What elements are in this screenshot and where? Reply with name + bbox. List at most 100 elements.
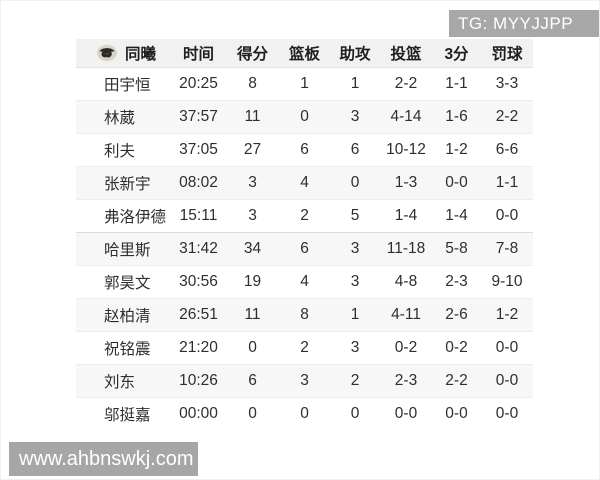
stat-cell: 2-3 [380, 363, 432, 397]
stat-cell: 6-6 [481, 132, 533, 166]
stat-cell: 30:56 [171, 264, 226, 298]
stat-cell: 7-8 [481, 231, 533, 265]
stat-cell: 0 [279, 99, 330, 133]
stat-cell: 0-2 [432, 330, 481, 364]
stat-cell: 27 [226, 132, 279, 166]
player-name-cell: 利夫 [76, 132, 171, 166]
stat-cell: 2-3 [432, 264, 481, 298]
team-logo-icon [96, 44, 118, 62]
stat-cell: 0-0 [481, 363, 533, 397]
col-header-time: 时间 [171, 39, 226, 68]
stat-cell: 0 [330, 396, 380, 430]
stat-cell: 3 [330, 231, 380, 265]
stat-cell: 2-2 [432, 363, 481, 397]
stat-cell: 1-1 [432, 67, 481, 100]
stat-cell: 4-8 [380, 264, 432, 298]
box-score-table: 同曦 时间 得分 篮板 助攻 投篮 3分 罚球 田宇恒 20:25 8 1 1 2-2 1-… [76, 39, 533, 430]
stat-cell: 3 [226, 165, 279, 199]
player-name-cell: 哈里斯 [76, 231, 171, 265]
stat-cell: 1-4 [380, 198, 432, 232]
player-name-cell: 邬挺嘉 [76, 396, 171, 430]
table-row: 赵柏清 26:51 11 8 1 4-11 2-6 1-2 [76, 297, 533, 331]
stat-cell: 4-14 [380, 99, 432, 133]
stat-cell: 6 [226, 363, 279, 397]
stat-cell: 3 [330, 264, 380, 298]
table-header: 同曦 时间 得分 篮板 助攻 投篮 3分 罚球 [76, 39, 533, 68]
stat-cell: 1 [330, 67, 380, 100]
table-row: 弗洛伊德 15:11 3 2 5 1-4 1-4 0-0 [76, 198, 533, 232]
team-header-cell: 同曦 [76, 39, 171, 68]
stat-cell: 31:42 [171, 231, 226, 265]
stat-cell: 1 [279, 67, 330, 100]
col-header-ft: 罚球 [481, 39, 533, 68]
stat-cell: 20:25 [171, 67, 226, 100]
stat-cell: 1-2 [481, 297, 533, 331]
stat-cell: 0-0 [432, 396, 481, 430]
stat-cell: 6 [279, 132, 330, 166]
col-header-assists: 助攻 [330, 39, 380, 68]
stat-cell: 6 [330, 132, 380, 166]
stat-cell: 37:05 [171, 132, 226, 166]
stat-cell: 2 [279, 330, 330, 364]
stat-cell: 1-6 [432, 99, 481, 133]
stat-cell: 10-12 [380, 132, 432, 166]
stat-cell: 0-0 [481, 198, 533, 232]
stat-cell: 4-11 [380, 297, 432, 331]
table-row: 张新宇 08:02 3 4 0 1-3 0-0 1-1 [76, 165, 533, 199]
stat-cell: 0 [226, 330, 279, 364]
stat-cell: 0 [279, 396, 330, 430]
stat-cell: 3 [330, 99, 380, 133]
stat-cell: 3 [330, 330, 380, 364]
player-name-cell: 祝铭震 [76, 330, 171, 364]
stat-cell: 0-2 [380, 330, 432, 364]
stat-cell: 5 [330, 198, 380, 232]
table-row: 郭昊文 30:56 19 4 3 4-8 2-3 9-10 [76, 264, 533, 298]
site-url-watermark: www.ahbnswkj.com [9, 442, 198, 476]
stat-cell: 26:51 [171, 297, 226, 331]
stat-cell: 2-6 [432, 297, 481, 331]
stat-cell: 5-8 [432, 231, 481, 265]
table-row: 田宇恒 20:25 8 1 1 2-2 1-1 3-3 [76, 67, 533, 100]
player-name-cell: 张新宇 [76, 165, 171, 199]
stat-cell: 1-3 [380, 165, 432, 199]
table-row: 祝铭震 21:20 0 2 3 0-2 0-2 0-0 [76, 330, 533, 364]
player-rows: 田宇恒 20:25 8 1 1 2-2 1-1 3-3 林葳 37:57 11 0 3 4-14 1-6 2-… [76, 67, 533, 430]
stat-cell: 10:26 [171, 363, 226, 397]
team-name-label: 同曦 [125, 45, 157, 63]
stat-cell: 2 [330, 363, 380, 397]
stat-cell: 37:57 [171, 99, 226, 133]
stat-cell: 00:00 [171, 396, 226, 430]
stat-cell: 15:11 [171, 198, 226, 232]
stat-cell: 8 [279, 297, 330, 331]
player-name-cell: 弗洛伊德 [76, 198, 171, 232]
stat-cell: 6 [279, 231, 330, 265]
table-row: 哈里斯 31:42 34 6 3 11-18 5-8 7-8 [76, 231, 533, 265]
col-header-rebounds: 篮板 [279, 39, 330, 68]
stat-cell: 2-2 [380, 67, 432, 100]
stat-cell: 3 [279, 363, 330, 397]
stat-cell: 1 [330, 297, 380, 331]
player-name-cell: 郭昊文 [76, 264, 171, 298]
stat-cell: 4 [279, 264, 330, 298]
stat-cell: 8 [226, 67, 279, 100]
stat-cell: 34 [226, 231, 279, 265]
stat-cell: 3 [226, 198, 279, 232]
stat-cell: 4 [279, 165, 330, 199]
stat-cell: 1-2 [432, 132, 481, 166]
stat-cell: 11-18 [380, 231, 432, 265]
table-row: 邬挺嘉 00:00 0 0 0 0-0 0-0 0-0 [76, 396, 533, 430]
stat-cell: 0 [330, 165, 380, 199]
stat-cell: 11 [226, 99, 279, 133]
stat-cell: 2-2 [481, 99, 533, 133]
stat-cell: 0-0 [481, 330, 533, 364]
col-header-3pt: 3分 [432, 39, 481, 68]
stat-cell: 0 [226, 396, 279, 430]
player-name-cell: 林葳 [76, 99, 171, 133]
player-name-cell: 田宇恒 [76, 67, 171, 100]
table-row: 利夫 37:05 27 6 6 10-12 1-2 6-6 [76, 132, 533, 166]
stat-cell: 11 [226, 297, 279, 331]
stat-cell: 08:02 [171, 165, 226, 199]
stat-cell: 0-0 [380, 396, 432, 430]
table-row: 林葳 37:57 11 0 3 4-14 1-6 2-2 [76, 99, 533, 133]
